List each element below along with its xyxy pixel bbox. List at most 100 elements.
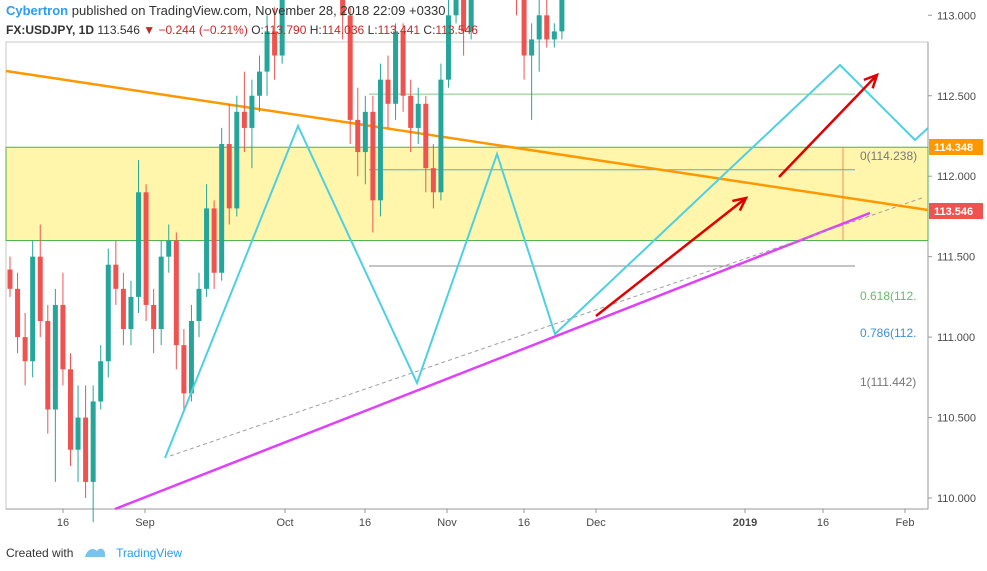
tradingview-brand[interactable]: TradingView	[116, 546, 183, 561]
candle-body	[347, 15, 353, 120]
close-value: 113.546	[435, 23, 478, 37]
open-label: O:	[251, 23, 264, 37]
candle-body	[249, 95, 255, 128]
candle-body	[393, 31, 399, 104]
candle-body	[272, 31, 278, 56]
candle-body	[551, 31, 557, 40]
x-tick-label: Sep	[135, 517, 155, 529]
candle-body	[385, 79, 391, 104]
candle-body	[362, 111, 368, 153]
low-label: L:	[367, 23, 378, 37]
tradingview-logo-icon[interactable]	[83, 545, 107, 563]
last-price: 113.546	[97, 23, 140, 37]
magenta-ascending-trendline	[114, 211, 871, 511]
candle-body	[120, 288, 126, 330]
candle-body	[536, 15, 542, 40]
candle-body	[52, 304, 58, 410]
candle-body	[15, 288, 21, 338]
publish-info: published on TradingView.com, November 2…	[71, 3, 446, 18]
candle-body	[173, 240, 179, 346]
candle-body	[264, 31, 270, 72]
candle-body	[423, 103, 429, 169]
candle-body	[544, 15, 550, 40]
candle-body	[468, 0, 474, 32]
candle-body	[400, 31, 406, 96]
candle-body	[128, 296, 134, 330]
red-arrow-2-head	[863, 72, 879, 89]
candle-body	[529, 39, 535, 56]
candle-body	[377, 79, 383, 201]
candle-body	[204, 208, 210, 289]
candle-body	[166, 240, 172, 257]
close-label: C:	[423, 23, 436, 37]
candle-body	[461, 0, 467, 32]
candle-body	[7, 269, 13, 289]
candle-body	[438, 79, 444, 193]
candle-body	[98, 361, 104, 402]
support-zone-layer	[5, 146, 929, 242]
candle-body	[151, 304, 157, 330]
cyan-zigzag-pattern	[164, 63, 929, 459]
candle-body	[60, 304, 66, 370]
high-value: 114.036	[321, 23, 365, 37]
candle-body	[83, 417, 89, 482]
candle-body	[181, 345, 187, 394]
author-name[interactable]: Cybertron	[6, 3, 69, 18]
x-tick-label: Nov	[437, 517, 457, 529]
candle-body	[37, 256, 43, 322]
x-tick-label: Feb	[896, 517, 915, 529]
red-arrow-1-shaft	[595, 197, 747, 317]
candle-body	[113, 264, 119, 289]
candle-body	[75, 417, 81, 450]
x-tick-label: Dec	[586, 517, 606, 529]
red-arrow-1-head	[732, 196, 749, 212]
candle-body	[340, 0, 346, 16]
y-tick-label: 110.000	[937, 493, 976, 505]
candle-body	[256, 71, 262, 96]
candle-body	[445, 15, 451, 80]
x-tick-label: 2019	[733, 517, 757, 529]
y-tick-label: 110.500	[937, 413, 976, 425]
price-axis[interactable]: 110.000 110.500 111.000 111.500 112.000 112.5…	[928, 0, 976, 505]
x-tick-label: 16	[518, 517, 530, 529]
candle-body	[30, 256, 36, 362]
candle-body	[188, 321, 194, 394]
candle-body	[158, 256, 164, 330]
open-value: 113.790	[263, 23, 307, 37]
candle-body	[226, 144, 232, 209]
red-arrow-2-shaft	[778, 74, 878, 178]
low-value: 113.441	[377, 23, 421, 37]
y-tick-label: 111.500	[937, 252, 975, 264]
x-tick-label: 16	[57, 517, 69, 529]
candle-body	[136, 192, 142, 297]
candle-body	[453, 0, 459, 16]
candle-body	[430, 168, 436, 193]
candle-body	[241, 111, 247, 128]
candle-body	[22, 337, 28, 362]
candle-body	[67, 369, 73, 450]
fib-label-0: 0(114.238)	[860, 149, 917, 163]
candle-body	[415, 103, 421, 128]
candle-body	[105, 264, 111, 362]
orange-level-price-label: 114.348	[934, 142, 973, 154]
candle-body	[234, 111, 240, 209]
high-label: H:	[309, 23, 322, 37]
orange-level-price-box	[929, 139, 983, 155]
drawing-lines-layer	[5, 69, 929, 511]
candle-body	[143, 192, 149, 305]
candle-body	[370, 111, 376, 201]
fib-label-0786: 0.786(112.	[860, 326, 917, 340]
time-axis[interactable]: 16 Sep Oct 16 Nov 16 Dec 2019 16 Feb	[57, 509, 915, 529]
footer: Created with TradingView	[6, 545, 182, 563]
candle-body	[355, 119, 361, 153]
candle-body	[408, 95, 414, 128]
candle-body	[196, 288, 202, 322]
candle-body	[559, 0, 565, 32]
support-zone	[5, 146, 929, 242]
symbol-interval[interactable]: FX:USDJPY, 1D	[6, 23, 95, 37]
candle-body	[45, 321, 51, 410]
y-tick-label: 113.000	[937, 10, 976, 22]
candle-body	[521, 0, 527, 56]
down-arrow-icon: ▼	[143, 23, 156, 37]
